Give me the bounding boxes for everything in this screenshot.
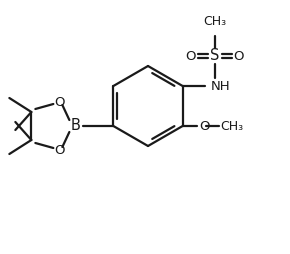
Text: CH₃: CH₃ bbox=[203, 15, 226, 28]
Text: O: O bbox=[200, 119, 210, 133]
Text: S: S bbox=[210, 49, 219, 64]
Text: O: O bbox=[233, 50, 244, 62]
Text: O: O bbox=[185, 50, 196, 62]
Text: O: O bbox=[54, 144, 65, 156]
Text: B: B bbox=[70, 119, 80, 134]
Text: CH₃: CH₃ bbox=[221, 119, 244, 133]
Text: O: O bbox=[54, 96, 65, 108]
Text: NH: NH bbox=[211, 80, 230, 92]
